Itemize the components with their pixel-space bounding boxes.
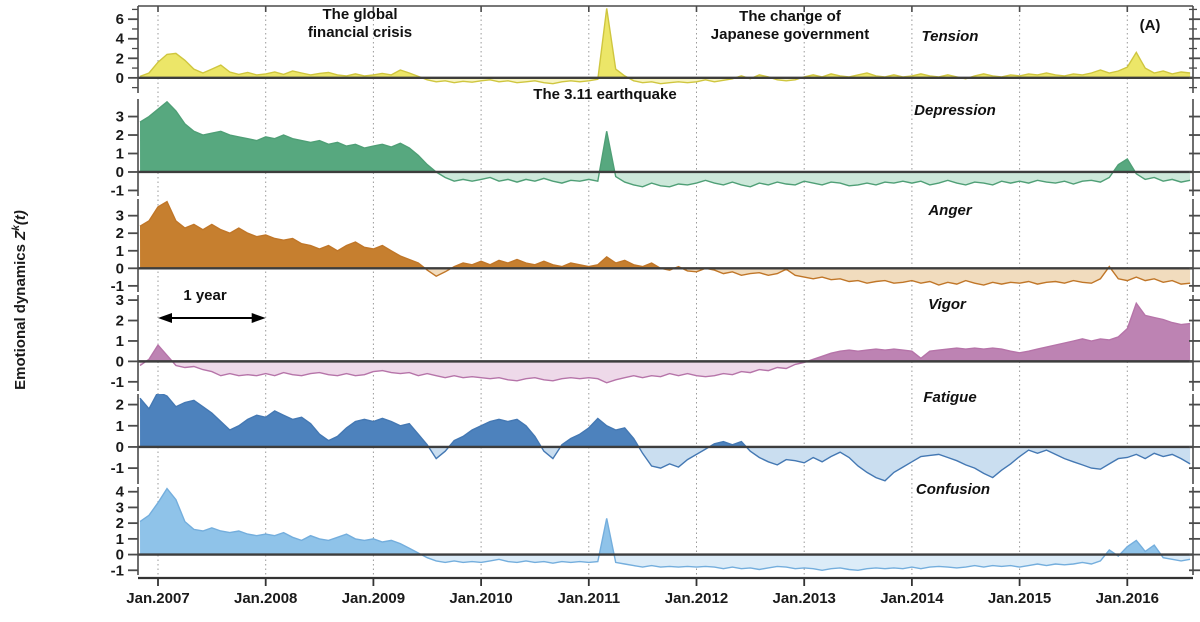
x-tick-label: Jan.2011 xyxy=(558,590,621,607)
depression-line xyxy=(139,100,1191,188)
x-tick-label: Jan.2014 xyxy=(880,590,944,607)
panel-label-confusion: Confusion xyxy=(915,481,991,498)
panel-label-depression: Depression xyxy=(914,102,996,119)
y-axis-title-suffix: (t) xyxy=(12,210,29,226)
panel-label-anger: Anger xyxy=(928,202,972,219)
depression-area-negative xyxy=(140,171,1191,187)
annotation-earthquake: The 3.11 earthquake xyxy=(533,86,677,103)
y-axis-title-sup: k xyxy=(11,225,22,231)
fatigue-area-negative xyxy=(428,446,1191,481)
annotation-financial-crisis: The global financial crisis xyxy=(307,6,413,41)
y-axis-title-text: Emotional dynamics xyxy=(12,239,29,390)
x-tick-label: Jan.2009 xyxy=(342,590,405,607)
y-tick-label: 0 xyxy=(116,353,124,370)
anger-area-negative xyxy=(424,268,1191,285)
confusion-line xyxy=(139,487,1191,572)
y-tick-label: 1 xyxy=(116,333,124,350)
y-tick-label: 0 xyxy=(116,70,124,87)
confusion-area-negative xyxy=(421,554,1191,571)
y-tick-label: 2 xyxy=(116,225,124,242)
fatigue-line xyxy=(139,394,1191,482)
y-tick-label: 2 xyxy=(116,313,124,330)
tension-line xyxy=(139,8,1191,85)
y-tick-label: 2 xyxy=(116,127,124,144)
y-tick-label: -1 xyxy=(111,562,124,579)
one-year-arrow-left-head xyxy=(158,313,172,323)
panel-label-vigor: Vigor xyxy=(928,296,966,313)
y-tick-label: 3 xyxy=(116,292,124,309)
annotation-one-year: 1 year xyxy=(183,287,227,304)
y-axis-title: Emotional dynamics Zk(t) xyxy=(11,50,31,550)
depression-area-positive xyxy=(140,101,1136,172)
y-tick-label: 2 xyxy=(116,397,124,414)
y-tick-label: 3 xyxy=(116,109,124,126)
vigor-line xyxy=(139,301,1191,384)
y-tick-label: 2 xyxy=(116,50,124,67)
y-tick-label: 2 xyxy=(116,515,124,532)
y-tick-label: -1 xyxy=(111,460,124,477)
x-tick-label: Jan.2015 xyxy=(988,590,1051,607)
y-tick-label: 3 xyxy=(116,208,124,225)
fatigue-area-positive xyxy=(140,394,1191,447)
annotation-government-change: The change of Japanese government xyxy=(710,8,870,43)
y-tick-label: 6 xyxy=(116,11,124,28)
one-year-arrow-right-head xyxy=(251,313,266,323)
panel-label-tension: Tension xyxy=(921,28,979,45)
y-tick-label: 0 xyxy=(116,439,124,456)
y-tick-label: 1 xyxy=(116,243,124,260)
vigor-area-negative xyxy=(140,361,1191,383)
y-tick-label: 0 xyxy=(116,164,124,181)
y-tick-label: 0 xyxy=(116,260,124,277)
vigor-area-positive xyxy=(145,303,1191,362)
y-tick-label: 4 xyxy=(116,484,125,501)
x-tick-label: Jan.2010 xyxy=(449,590,512,607)
x-tick-label: Jan.2012 xyxy=(665,590,728,607)
y-tick-label: 0 xyxy=(116,547,124,564)
panel-label-fatigue: Fatigue xyxy=(923,389,977,406)
y-tick-label: 4 xyxy=(116,31,125,48)
x-tick-label: Jan.2013 xyxy=(773,590,836,607)
x-tick-label: Jan.2007 xyxy=(126,590,189,607)
y-tick-label: 1 xyxy=(116,531,124,548)
y-tick-label: 1 xyxy=(116,418,124,435)
anger-area-positive xyxy=(140,201,1191,269)
subfigure-label-a: (A) xyxy=(1139,17,1161,34)
x-tick-label: Jan.2016 xyxy=(1096,590,1159,607)
confusion-area-positive xyxy=(140,488,1191,555)
y-tick-label: -1 xyxy=(111,374,124,391)
y-tick-label: -1 xyxy=(111,278,124,295)
y-tick-label: 1 xyxy=(116,146,124,163)
x-tick-label: Jan.2008 xyxy=(234,590,297,607)
y-tick-label: 3 xyxy=(116,499,124,516)
y-axis-title-z: Z xyxy=(12,230,29,240)
y-tick-label: -1 xyxy=(111,182,124,199)
